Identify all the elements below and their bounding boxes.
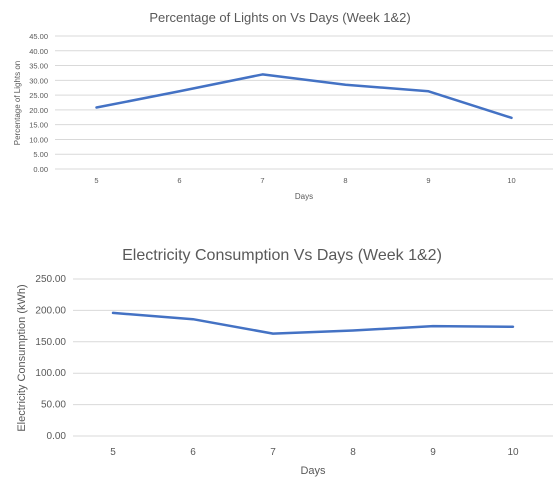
y-tick-label: 0.00 [47,431,67,442]
y-tick-label: 0.00 [33,165,48,174]
lights-chart: Percentage of Lights on Vs Days (Week 1&… [13,10,553,201]
x-axis-label: Days [295,192,313,201]
y-tick-label: 45.00 [29,32,48,41]
series-line [111,311,515,335]
electricity-chart: Electricity Consumption Vs Days (Week 1&… [16,247,553,477]
y-tick-label: 150.00 [35,337,66,348]
x-tick-label: 8 [343,176,347,185]
y-axis-label: Electricity Consumption (kWh) [16,284,28,431]
x-tick-label: 10 [507,176,515,185]
x-tick-label: 8 [350,447,356,458]
x-tick-label: 6 [190,447,196,458]
y-tick-label: 20.00 [29,106,48,115]
y-axis-label: Percentage of Lights on [13,61,22,146]
y-tick-label: 50.00 [41,400,66,411]
x-tick-label: 9 [426,176,430,185]
y-tick-label: 35.00 [29,62,48,71]
y-tick-label: 40.00 [29,47,48,56]
x-tick-label: 6 [177,176,181,185]
x-tick-label: 5 [94,176,98,185]
y-tick-label: 5.00 [33,150,48,159]
chart-title: Electricity Consumption Vs Days (Week 1&… [122,247,442,264]
y-tick-label: 30.00 [29,76,48,85]
y-tick-label: 25.00 [29,91,48,100]
x-tick-label: 5 [110,447,116,458]
x-axis-label: Days [300,465,326,477]
y-tick-label: 100.00 [35,368,66,379]
y-tick-label: 200.00 [35,305,66,316]
x-tick-label: 9 [430,447,436,458]
x-tick-label: 10 [507,447,519,458]
series-line [95,73,513,120]
y-tick-label: 10.00 [29,135,48,144]
y-tick-label: 15.00 [29,121,48,130]
chart-title: Percentage of Lights on Vs Days (Week 1&… [149,10,410,25]
x-tick-label: 7 [260,176,264,185]
y-tick-label: 250.00 [35,274,66,285]
x-tick-label: 7 [270,447,276,458]
